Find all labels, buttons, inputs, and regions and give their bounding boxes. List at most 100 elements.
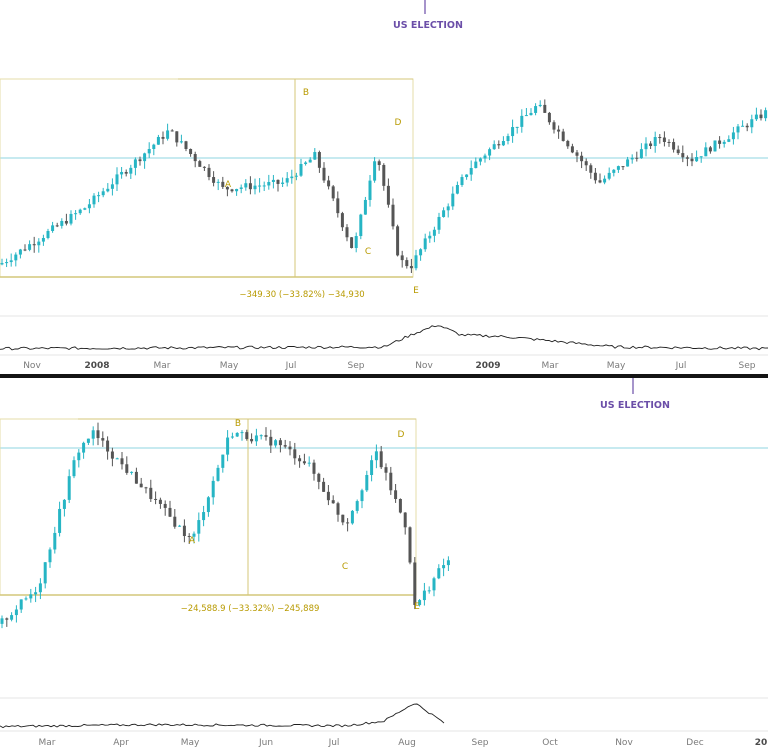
panel-divider: [0, 374, 768, 378]
top-x-tick: Mar: [542, 361, 559, 371]
bottom-candle-body: [158, 499, 162, 504]
top-candle-body: [741, 125, 745, 127]
top-candle-body: [350, 237, 354, 249]
bottom-candle-body: [288, 446, 292, 450]
top-x-tick: Sep: [739, 361, 756, 371]
top-candle-body: [331, 186, 335, 199]
bottom-point-d: D: [398, 430, 405, 440]
top-candle-body: [382, 164, 386, 186]
top-candle-body: [340, 213, 344, 228]
top-candle-body: [649, 143, 653, 147]
bottom-candle-body: [211, 480, 215, 498]
top-candle-body: [603, 178, 607, 183]
bottom-candle-body: [326, 491, 330, 501]
bottom-candle-body: [149, 487, 153, 499]
top-candle-body: [106, 188, 110, 192]
bottom-candle-body: [384, 467, 388, 473]
top-candle-body: [575, 152, 579, 156]
top-candle-body: [304, 162, 308, 164]
top-x-tick: May: [607, 361, 626, 371]
bottom-candle-body: [168, 507, 172, 517]
top-candle-body: [607, 172, 611, 179]
top-point-e: E: [413, 286, 419, 296]
top-candle-body: [414, 255, 418, 269]
top-candle-body: [60, 220, 64, 226]
bottom-x-tick: 20: [755, 738, 768, 748]
bottom-candle-body: [67, 476, 71, 500]
top-candle-body: [5, 262, 9, 264]
top-candle-body: [69, 213, 73, 224]
bottom-candle-body: [298, 458, 302, 462]
bottom-candle-body: [245, 432, 249, 439]
top-candle-body: [520, 115, 524, 127]
top-candle-body: [465, 174, 469, 178]
top-candle-body: [455, 184, 459, 194]
top-candle-body: [653, 137, 657, 147]
bottom-candles: [0, 422, 450, 629]
top-candle-body: [644, 143, 648, 150]
bottom-chart-panel: US ELECTION −24,588.9 (−33.32%) −245,889…: [0, 378, 768, 748]
top-candle-body: [658, 137, 662, 139]
bottom-candle-body: [5, 618, 9, 620]
top-candle-body: [764, 110, 768, 119]
bottom-candle-body: [53, 532, 57, 550]
bottom-candle-body: [446, 560, 450, 566]
bottom-point-c: C: [342, 562, 348, 572]
bottom-candle-body: [365, 475, 369, 491]
top-candle-body: [373, 161, 377, 181]
top-candle-body: [534, 106, 538, 113]
top-candle-body: [184, 141, 188, 149]
top-candle-body: [0, 263, 4, 265]
bottom-candle-body: [10, 615, 14, 620]
top-candle-body: [18, 249, 22, 255]
bottom-point-a: A: [189, 536, 196, 546]
bottom-measure-text: −24,588.9 (−33.32%) −245,889: [181, 604, 320, 614]
bottom-candle-body: [86, 438, 90, 443]
top-candle-body: [313, 152, 317, 160]
bottom-candle-body: [283, 445, 287, 447]
top-x-tick: Nov: [23, 361, 41, 371]
bottom-x-tick: Aug: [398, 738, 416, 748]
top-candle-body: [170, 130, 174, 132]
top-candle-body: [695, 157, 699, 162]
top-candle-body: [230, 189, 234, 192]
bottom-candle-body: [226, 437, 230, 455]
bottom-candle-body: [58, 508, 62, 533]
top-candle-body: [488, 149, 492, 156]
top-candle-body: [547, 112, 551, 123]
top-candle-body: [506, 136, 510, 142]
top-candle-body: [276, 179, 280, 184]
bottom-x-tick: Jul: [328, 738, 340, 748]
top-candle-body: [345, 227, 349, 238]
top-candle-body: [708, 147, 712, 152]
top-candle-body: [386, 185, 390, 205]
top-candle-body: [46, 230, 50, 238]
top-x-tick: Mar: [154, 361, 171, 371]
top-candle-body: [460, 177, 464, 185]
top-candle-body: [570, 146, 574, 153]
top-candle-body: [129, 167, 133, 174]
top-candle-body: [161, 136, 165, 139]
top-candle-body: [115, 174, 119, 185]
top-candle-body: [368, 180, 372, 200]
top-candle-body: [23, 249, 27, 251]
top-candle-body: [515, 126, 519, 128]
top-candle-body: [207, 167, 211, 178]
bottom-candle-body: [34, 592, 38, 595]
top-candle-body: [676, 149, 680, 154]
top-x-tick: Nov: [415, 361, 433, 371]
top-candle-body: [566, 140, 570, 147]
bottom-candle-body: [134, 471, 138, 484]
top-candle-body: [9, 260, 13, 263]
bottom-x-tick: Jun: [258, 738, 273, 748]
bottom-event-label: US ELECTION: [600, 400, 670, 411]
bottom-candle-body: [101, 438, 105, 441]
bottom-candle-body: [77, 452, 81, 461]
bottom-candle-body: [163, 503, 167, 508]
bottom-candle-body: [302, 461, 306, 464]
top-candle-body: [262, 185, 266, 187]
bottom-candle-body: [293, 449, 297, 459]
top-x-tick: Jul: [675, 361, 687, 371]
top-candle-body: [221, 181, 225, 187]
top-candle-body: [271, 179, 275, 182]
